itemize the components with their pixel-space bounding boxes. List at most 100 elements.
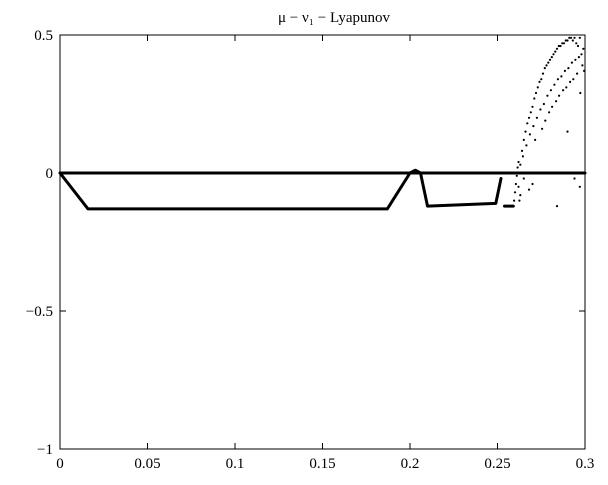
data-point xyxy=(520,171,523,175)
data-point xyxy=(548,111,551,114)
data-point xyxy=(558,94,561,97)
data-point xyxy=(574,58,577,61)
data-point xyxy=(529,111,532,114)
data-point xyxy=(582,47,585,50)
data-point xyxy=(551,105,554,108)
data-point xyxy=(566,130,569,133)
data-point xyxy=(571,39,574,42)
data-point xyxy=(578,185,581,188)
data-point xyxy=(569,80,572,83)
data-point xyxy=(555,205,559,208)
data-point xyxy=(546,94,549,97)
y-tick-label: −1 xyxy=(37,442,53,458)
x-tick-label: 0.2 xyxy=(401,456,420,472)
data-point xyxy=(554,50,557,53)
data-point xyxy=(519,163,522,166)
data-point xyxy=(565,86,568,89)
data-point xyxy=(576,44,580,48)
data-point xyxy=(579,91,582,95)
x-tick-label: 0 xyxy=(56,456,64,472)
data-point xyxy=(569,36,573,39)
data-point xyxy=(536,86,539,89)
y-tick-label: 0.5 xyxy=(34,28,53,44)
data-point xyxy=(517,160,520,164)
data-point xyxy=(513,199,516,202)
chart-title: μ − ν₁ − Lyapunov xyxy=(278,10,390,26)
data-point xyxy=(519,194,522,197)
data-point xyxy=(531,182,534,186)
data-point xyxy=(564,39,567,42)
data-point xyxy=(581,64,584,67)
x-tick-label: 0.05 xyxy=(134,456,160,472)
data-point xyxy=(534,138,537,141)
data-point xyxy=(562,42,566,45)
data-layer xyxy=(58,36,587,211)
x-tick-label: 0.3 xyxy=(576,456,595,472)
data-point xyxy=(568,36,571,39)
data-point xyxy=(563,69,567,72)
data-point xyxy=(524,130,527,133)
x-tick-label: 0.15 xyxy=(309,456,335,472)
data-point xyxy=(532,125,535,128)
data-point xyxy=(566,39,569,42)
data-point xyxy=(542,102,546,106)
y-tick-label: 0 xyxy=(46,166,54,182)
data-point xyxy=(540,78,543,81)
data-point xyxy=(557,44,560,48)
data-point xyxy=(525,144,528,147)
data-point xyxy=(556,78,560,81)
data-point xyxy=(555,100,558,103)
data-point xyxy=(513,191,517,194)
data-point xyxy=(553,83,556,86)
data-point xyxy=(578,36,581,39)
data-point xyxy=(548,58,552,61)
data-point xyxy=(580,53,583,56)
data-point xyxy=(545,64,548,67)
data-point xyxy=(560,75,563,78)
data-point xyxy=(550,56,553,59)
data-point xyxy=(521,155,525,158)
plot-frame xyxy=(59,34,586,450)
data-point xyxy=(552,53,555,56)
data-point xyxy=(515,174,518,177)
data-point xyxy=(559,44,562,48)
data-point xyxy=(538,80,541,83)
data-point xyxy=(518,199,521,202)
data-point xyxy=(541,72,545,75)
data-point xyxy=(573,177,576,180)
tick-layer: 0 0.05 0.1 0.15 0.2 0.25 0.3 0.5 0 −0.5 −1 xyxy=(26,28,595,472)
data-point xyxy=(561,42,564,45)
data-point xyxy=(533,97,536,100)
data-point xyxy=(549,89,553,92)
data-point xyxy=(575,42,578,45)
data-point xyxy=(543,67,546,70)
data-point xyxy=(555,47,559,50)
data-point xyxy=(567,67,570,70)
data-point xyxy=(539,108,542,111)
data-point xyxy=(541,127,544,130)
data-point xyxy=(522,138,525,141)
data-point xyxy=(516,166,519,169)
data-point xyxy=(576,72,579,75)
data-point xyxy=(544,119,547,122)
data-point xyxy=(520,149,524,152)
data-point xyxy=(527,116,531,119)
x-tick-label: 0.1 xyxy=(226,456,245,472)
data-point xyxy=(527,188,531,191)
y-tick-label: −0.5 xyxy=(26,304,53,320)
series-line-1 xyxy=(58,168,503,211)
data-point xyxy=(572,78,575,81)
data-point xyxy=(562,89,565,92)
data-point xyxy=(577,56,581,59)
data-point xyxy=(514,182,518,186)
data-point xyxy=(517,185,520,188)
data-point xyxy=(535,116,539,119)
data-point xyxy=(522,177,525,180)
x-tick-label: 0.25 xyxy=(484,456,510,472)
data-point xyxy=(528,133,532,136)
data-point xyxy=(526,122,529,125)
data-point xyxy=(531,105,534,108)
data-point xyxy=(534,91,538,95)
data-point xyxy=(570,61,574,64)
